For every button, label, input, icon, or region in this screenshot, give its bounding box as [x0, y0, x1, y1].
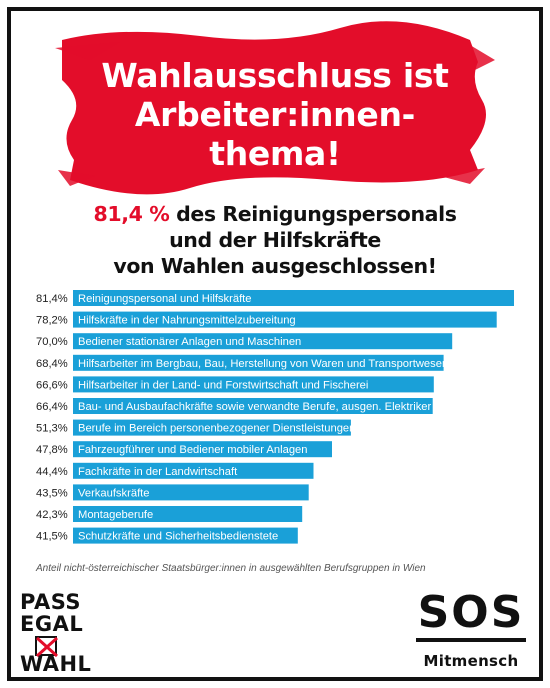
bar — [73, 462, 314, 479]
bar — [73, 419, 351, 436]
red-brush-banner — [55, 21, 495, 195]
subheadline-line-3: von Wahlen ausgeschlossen! — [113, 254, 437, 278]
logo-word-sos: SOS — [417, 587, 525, 638]
bar — [73, 354, 444, 371]
value-label: 66,6% — [36, 379, 68, 391]
bar-chart: 81,4% Reinigungspersonal und Hilfskräfte 7… — [36, 290, 514, 544]
headline: Wahlausschluss ist Arbeiter:innen- thema… — [0, 56, 550, 173]
value-label: 41,5% — [36, 531, 68, 543]
logo-rule — [416, 638, 526, 642]
category-label: Hilfsarbeiter in der Land- und Forstwirt… — [78, 379, 368, 391]
bar — [73, 484, 309, 501]
logo-word-wahl: WAHL — [20, 652, 92, 676]
value-label: 81,4% — [36, 293, 68, 305]
category-label: Reinigungspersonal und Hilfskräfte — [78, 293, 252, 305]
headline-line-1: Wahlausschluss ist — [101, 56, 449, 95]
subheadline-line-2: und der Hilfskräfte — [169, 228, 381, 252]
category-label: Schutzkräfte und Sicherheitsbedienstete — [78, 531, 278, 543]
category-label: Fahrzeugführer und Bediener mobiler Anla… — [78, 444, 308, 456]
logo-word-mitmensch: Mitmensch — [423, 652, 519, 670]
subheadline-line-1: 81,4 % des Reinigungspersonals — [0, 201, 550, 227]
headline-line-3: thema! — [209, 134, 341, 173]
category-label: Verkaufskräfte — [78, 487, 150, 499]
category-label: Hilfsarbeiter im Bergbau, Bau, Herstellu… — [78, 358, 448, 370]
value-label: 47,8% — [36, 444, 68, 456]
highlight-percentage: 81,4 % — [93, 202, 170, 226]
bar — [73, 290, 514, 306]
value-label: 51,3% — [36, 423, 68, 435]
category-label: Berufe im Bereich personenbezogener Dien… — [78, 423, 355, 435]
subheadline-line-1-rest: des Reinigungspersonals — [169, 202, 457, 226]
ballot-cross-icon — [35, 636, 59, 657]
bar — [73, 398, 433, 414]
bar — [73, 311, 497, 328]
pass-egal-wahl-logo: PASS EGAL WAHL — [20, 591, 100, 677]
logo-word-egal: EGAL — [20, 612, 84, 636]
value-label: 66,4% — [36, 401, 68, 413]
category-label: Bediener stationärer Anlagen und Maschin… — [78, 336, 301, 348]
chart-caption: Anteil nicht-österreichischer Staatsbürg… — [36, 563, 426, 574]
value-label: 78,2% — [36, 315, 68, 327]
logo-word-pass: PASS — [20, 590, 82, 614]
value-label: 43,5% — [36, 487, 68, 499]
headline-line-2: Arbeiter:innen- — [134, 95, 416, 134]
subheadline: 81,4 % des Reinigungspersonals und der H… — [0, 201, 550, 279]
value-label: 68,4% — [36, 358, 68, 370]
bar — [73, 506, 303, 522]
value-label: 44,4% — [36, 466, 68, 478]
sos-mitmensch-logo: SOS Mitmensch — [410, 590, 532, 670]
value-label: 70,0% — [36, 336, 68, 348]
category-label: Fachkräfte in der Landwirtschaft — [78, 466, 238, 478]
category-label: Bau- und Ausbaufachkräfte sowie verwandt… — [78, 401, 432, 413]
poster-frame — [7, 7, 543, 681]
bar — [73, 441, 332, 458]
bar — [73, 527, 298, 544]
category-label: Hilfskräfte in der Nahrungsmittelzuberei… — [78, 315, 296, 327]
category-label: Montageberufe — [78, 509, 153, 521]
bar — [73, 376, 434, 393]
value-label: 42,3% — [36, 509, 68, 521]
bar — [73, 333, 453, 350]
